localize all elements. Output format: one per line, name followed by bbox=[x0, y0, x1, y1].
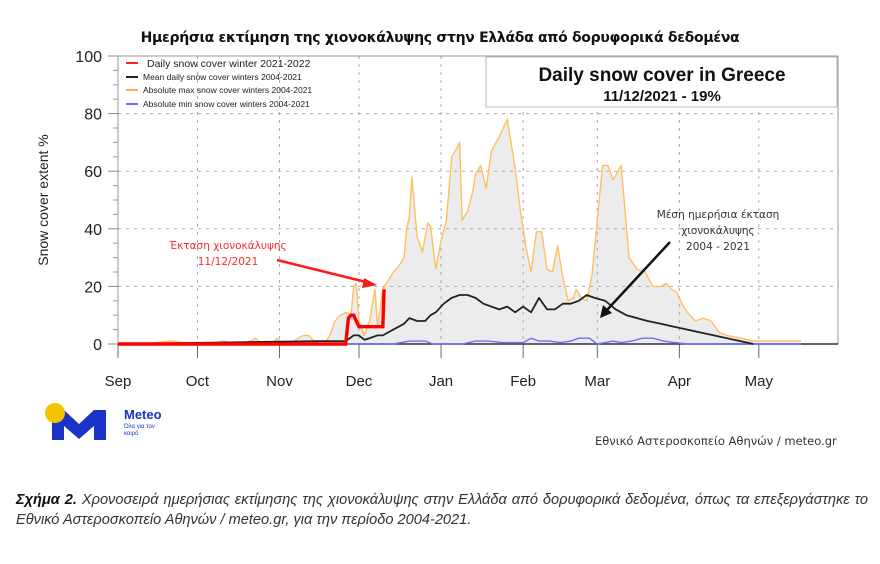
annotation-mean: Μέση ημερήσια έκταση χιονοκάλυψης 2004 -… bbox=[600, 209, 779, 318]
series-absolute-max-line bbox=[118, 118, 802, 345]
y-tick-label: 100 bbox=[75, 49, 102, 66]
legend-label-daily: Daily snow cover winter 2021-2022 bbox=[147, 58, 311, 70]
y-tick-label: 80 bbox=[84, 107, 102, 124]
legend: Daily snow cover winter 2021-2022 Mean d… bbox=[126, 58, 312, 109]
source-credit: Εθνικό Αστεροσκοπείο Αθηνών / meteo.gr bbox=[595, 434, 837, 448]
series-absolute-min-line bbox=[118, 337, 802, 345]
x-tick-label: May bbox=[745, 373, 774, 390]
y-tick-label: 60 bbox=[84, 164, 102, 181]
x-tick-label: Jan bbox=[429, 373, 453, 390]
arrow-black-head-icon bbox=[600, 305, 612, 318]
chart-title-box: Daily snow cover in Greece 11/12/2021 - … bbox=[485, 56, 838, 108]
annotation-current: Έκταση χιονοκάλυψης 11/12/2021 bbox=[168, 240, 377, 288]
chart-canvas: 0 20 40 60 80 100 Sep Oct Nov Dec Jan Feb Mar Apr May… bbox=[35, 49, 839, 390]
meteo-m-icon bbox=[52, 410, 106, 440]
chart-subtitle: 11/12/2021 - 19% bbox=[603, 88, 721, 105]
meteo-logo: Meteo Όλα για τον καιρό bbox=[42, 400, 182, 444]
greek-chart-title: Ημερήσια εκτίμηση της χιονοκάλυψης στην … bbox=[140, 30, 740, 46]
y-tick-label: 20 bbox=[84, 279, 102, 296]
x-axis: Sep Oct Nov Dec Jan Feb Mar Apr May bbox=[105, 343, 838, 390]
figure-caption: Σχήμα 2. Χρονοσειρά ημερήσιας εκτίμησης … bbox=[16, 491, 868, 530]
logo-name: Meteo bbox=[124, 407, 162, 422]
logo-tagline: Όλα για τον καιρό bbox=[124, 424, 155, 437]
legend-label-max: Absolute max snow cover winters 2004-202… bbox=[143, 85, 312, 95]
arrow-red-head-icon bbox=[362, 278, 377, 288]
x-tick-label: Sep bbox=[105, 373, 132, 390]
x-tick-label: Dec bbox=[346, 373, 373, 390]
y-tick-label: 0 bbox=[93, 337, 102, 354]
annotation-mean-line2: χιονοκάλυψης bbox=[681, 225, 754, 237]
x-tick-label: Oct bbox=[186, 373, 210, 390]
series-daily-2021-line bbox=[118, 289, 386, 346]
arrow-black-shaft bbox=[606, 241, 671, 311]
max-area-fill bbox=[118, 119, 802, 345]
y-tick-label: 40 bbox=[84, 222, 102, 239]
x-tick-label: Nov bbox=[266, 373, 293, 390]
figure: Ημερήσια εκτίμηση της χιονοκάλυψης στην … bbox=[35, 30, 839, 448]
y-axis: 0 20 40 60 80 100 bbox=[75, 49, 118, 354]
annotation-mean-line3: 2004 - 2021 bbox=[686, 241, 750, 253]
annotation-mean-line1: Μέση ημερήσια έκταση bbox=[657, 209, 780, 221]
sun-icon bbox=[45, 403, 65, 423]
series-mean-line bbox=[117, 294, 754, 345]
legend-label-mean: Mean daily snow cover winters 2004-2021 bbox=[143, 72, 302, 82]
legend-label-min: Absolute min snow cover winters 2004-202… bbox=[143, 99, 310, 109]
x-tick-label: Apr bbox=[668, 373, 691, 390]
caption-label: Σχήμα 2. bbox=[16, 492, 77, 508]
annotation-current-line2: 11/12/2021 bbox=[198, 256, 259, 268]
x-tick-label: Mar bbox=[584, 373, 610, 390]
y-axis-label: Snow cover extent % bbox=[35, 134, 51, 266]
x-tick-label: Feb bbox=[510, 373, 536, 390]
caption-text: Χρονοσειρά ημερήσιας εκτίμησης της χιονο… bbox=[16, 492, 868, 528]
chart-title: Daily snow cover in Greece bbox=[538, 65, 785, 86]
arrow-red-shaft bbox=[276, 258, 371, 285]
annotation-current-line1: Έκταση χιονοκάλυψης bbox=[168, 240, 286, 252]
